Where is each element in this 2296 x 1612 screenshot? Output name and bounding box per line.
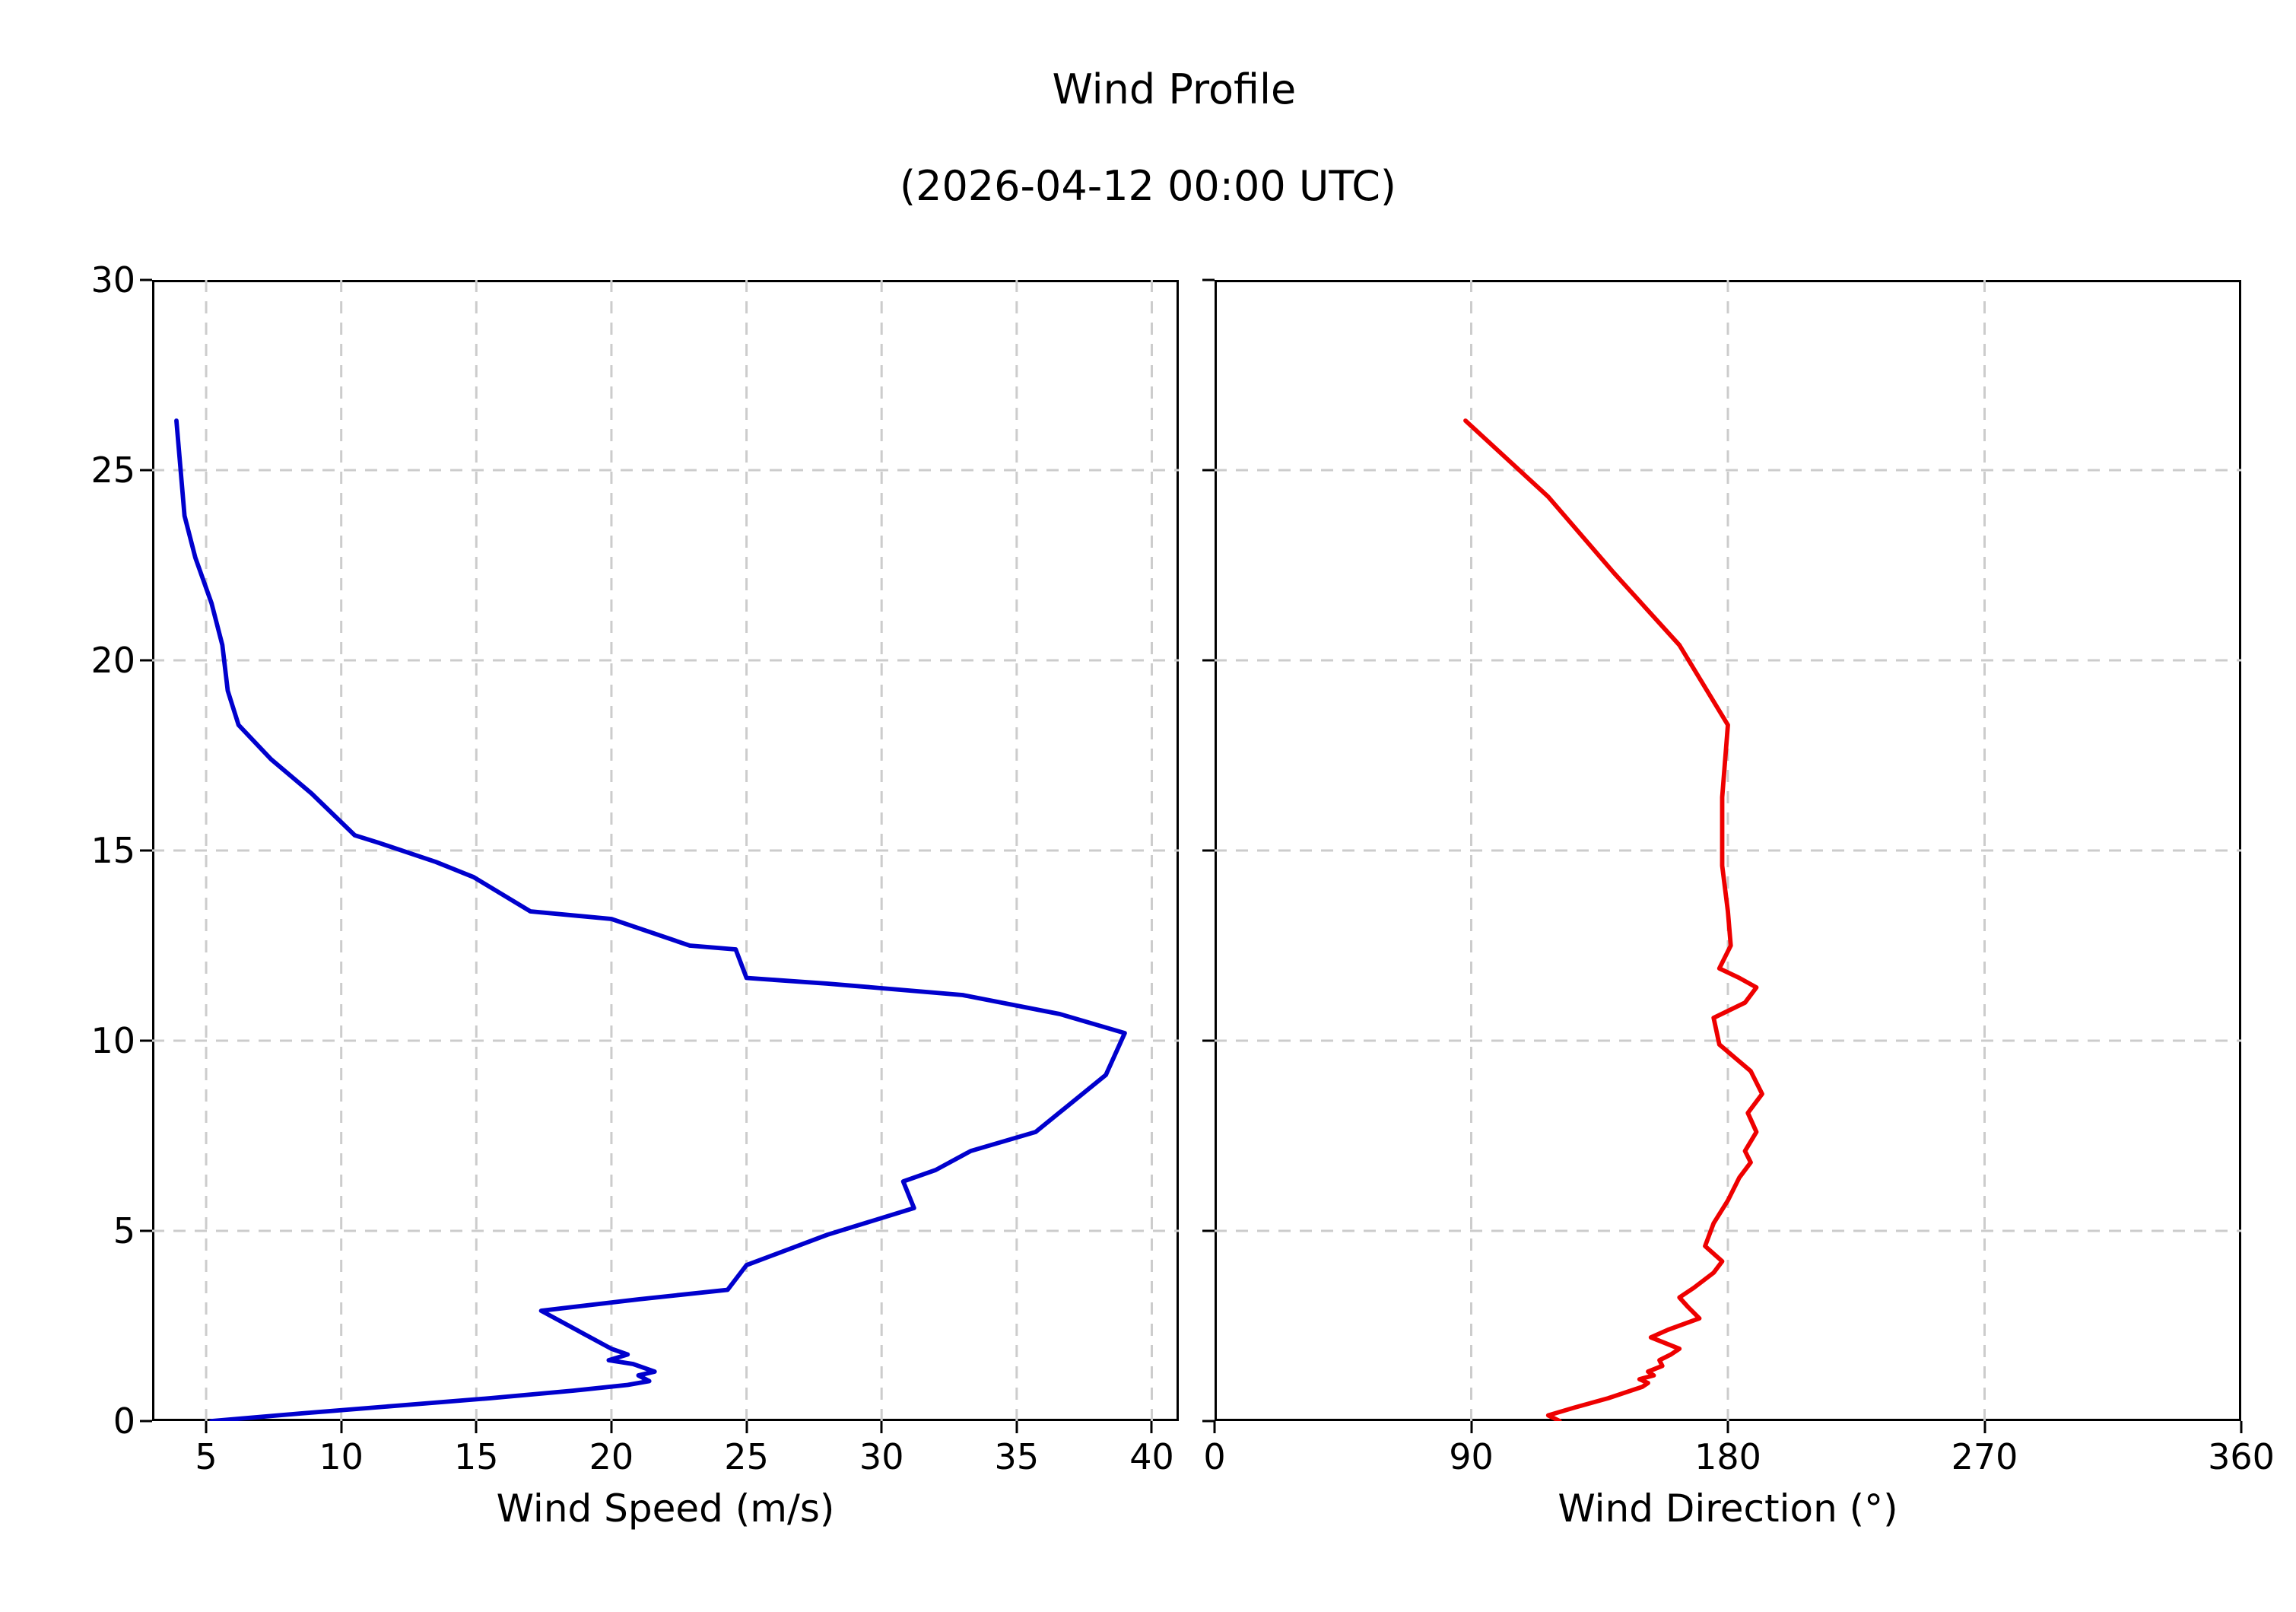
x-tick-label: 5: [195, 1436, 218, 1477]
x-tickmark: [1213, 1421, 1216, 1433]
wind-speed-xaxis-label: Wind Speed (m/s): [496, 1486, 835, 1531]
y-tickmark: [1202, 1420, 1215, 1423]
y-tickmark: [140, 1420, 152, 1423]
x-tick-label: 20: [589, 1436, 634, 1477]
wind-direction-panel: 0 90 180 270 360 Wind Direction (°): [1202, 278, 2275, 1531]
y-tickmark: [140, 849, 152, 852]
x-tick-label: 270: [1951, 1436, 2018, 1477]
y-tick-label: 0: [113, 1401, 135, 1442]
x-tick-label: 10: [319, 1436, 364, 1477]
y-tickmark: [1202, 849, 1215, 852]
y-tickmark: [140, 278, 152, 281]
x-tickmark: [1470, 1421, 1472, 1433]
x-tickmark: [1983, 1421, 1986, 1433]
wind-direction-xaxis-label: Wind Direction (°): [1558, 1486, 1898, 1531]
y-tickmark: [140, 469, 152, 472]
x-tick-label: 40: [1129, 1436, 1174, 1477]
x-tickmark: [205, 1421, 208, 1433]
x-tick-label: 25: [724, 1436, 769, 1477]
x-tickmark: [745, 1421, 748, 1433]
y-tick-label: 20: [91, 640, 135, 681]
y-tickmark: [1202, 469, 1215, 472]
x-tickmark: [1015, 1421, 1018, 1433]
y-tickmark: [1202, 659, 1215, 662]
x-tick-label: 15: [454, 1436, 499, 1477]
x-tickmark: [340, 1421, 343, 1433]
x-tickmark: [2240, 1421, 2243, 1433]
data-line: [1463, 418, 1764, 1421]
x-tickmark: [610, 1421, 613, 1433]
wind-speed-panel: 5 10 15 20 25 30 35 40 0 5 10 15 20 25 30 Wind Speed (…: [91, 259, 1179, 1531]
x-tick-label: 30: [859, 1436, 904, 1477]
y-tickmark: [1202, 278, 1215, 281]
y-tickmark: [140, 659, 152, 662]
x-tick-label: 35: [994, 1436, 1040, 1477]
y-tickmark: [1202, 1229, 1215, 1232]
wind-speed-plot-area: [152, 280, 1179, 1421]
y-tick-label: 30: [91, 259, 135, 300]
figure-title-line2: (2026-04-12 00:00 UTC): [900, 162, 1396, 211]
x-tickmark: [1726, 1421, 1729, 1433]
y-tick-label: 25: [91, 450, 135, 491]
x-tickmark: [475, 1421, 478, 1433]
figure-title-line1: Wind Profile: [1052, 65, 1297, 113]
y-tickmark: [140, 1229, 152, 1232]
wind-direction-plot-area: [1215, 280, 2241, 1421]
y-tickmark: [140, 1039, 152, 1042]
x-tickmark: [880, 1421, 883, 1433]
x-tick-label: 360: [2208, 1436, 2275, 1477]
data-line: [174, 418, 1127, 1421]
x-tick-label: 90: [1449, 1436, 1494, 1477]
y-tickmark: [1202, 1039, 1215, 1042]
x-tickmark: [1150, 1421, 1153, 1433]
x-tick-label: 180: [1694, 1436, 1761, 1477]
y-tick-label: 5: [113, 1210, 135, 1251]
y-tick-label: 10: [91, 1020, 135, 1061]
x-tick-label: 0: [1203, 1436, 1226, 1477]
figure-title: Wind Profile (2026-04-12 00:00 UTC): [0, 17, 2296, 307]
y-tick-label: 15: [91, 830, 135, 871]
